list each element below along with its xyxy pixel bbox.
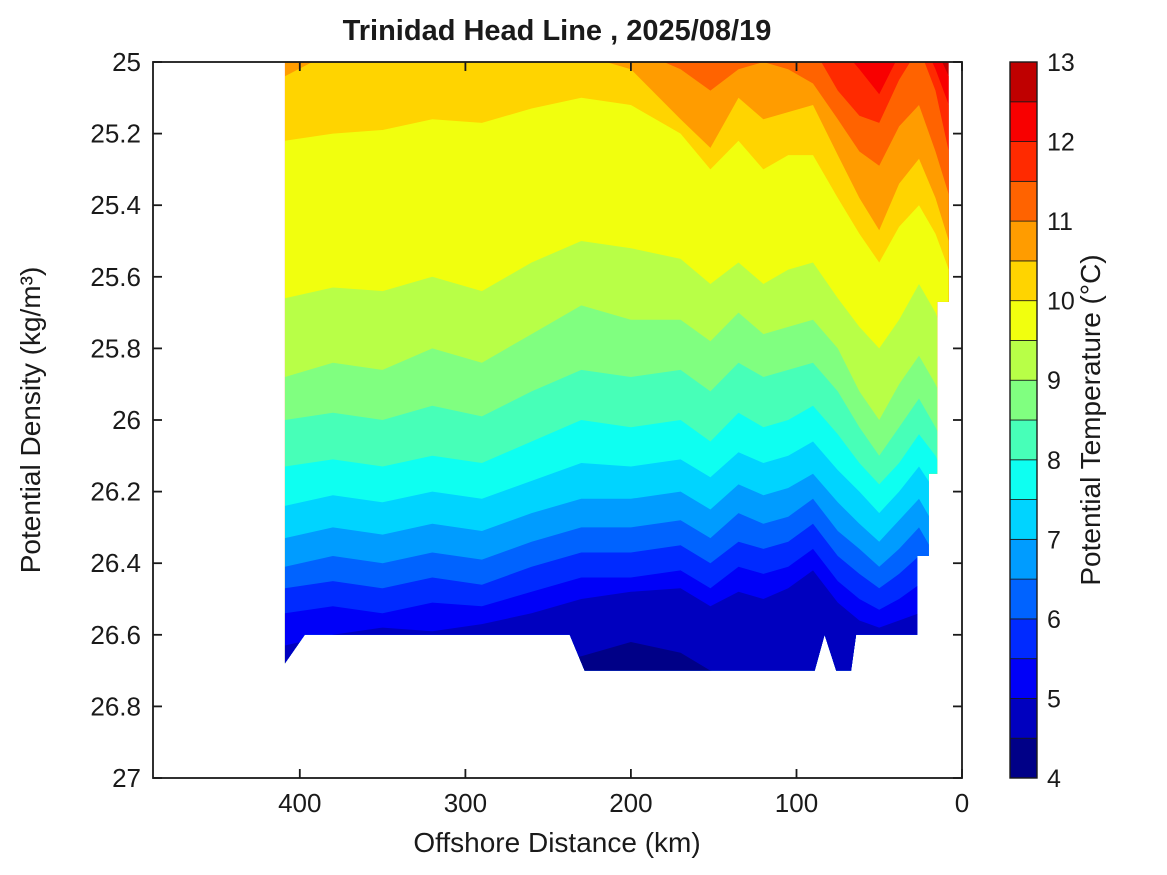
contour-bands [284,62,949,671]
x-axis-label: Offshore Distance (km) [413,827,700,858]
y-tick-label: 25.2 [90,119,141,149]
colorbar-tick-label: 10 [1047,288,1075,316]
colorbar-tick-label: 11 [1047,208,1073,236]
colorbar-segment [1009,141,1038,182]
axis-ticks [153,61,963,779]
x-tick-label: 200 [609,788,652,818]
colorbar-segment [1009,379,1038,421]
colorbar-segment [1009,499,1038,540]
colorbar: 4 5 6 7 8 9 10 11 12 13 [1009,49,1075,793]
y-tick-label: 26.6 [90,620,141,650]
colorbar-tick-label: 7 [1047,526,1061,554]
colorbar-segment [1009,340,1038,381]
colorbar-segment [1009,300,1038,341]
colorbar-segment [1009,538,1038,580]
y-tick-label: 27 [112,763,141,793]
colorbar-tick-label: 4 [1047,765,1061,793]
plot-title: Trinidad Head Line , 2025/08/19 [343,15,772,47]
x-tick-label: 400 [278,788,321,818]
axis-tick-labels: 400 300 200 100 0 25 25.2 25.4 25.6 25.8 26 26.2 26.… [90,47,969,818]
colorbar-segment [1009,220,1038,262]
colorbar-tick-label: 8 [1047,447,1061,475]
x-tick-label: 0 [955,788,969,818]
colorbar-label: Potential Temperature (°C) [1075,254,1106,585]
colorbar-tick-label: 5 [1047,685,1061,713]
colorbar-segment [1009,658,1038,699]
y-tick-label: 25.6 [90,262,141,292]
x-tick-label: 100 [775,788,818,818]
colorbar-segment [1009,737,1038,779]
colorbar-segment [1009,419,1038,461]
colorbar-tick-label: 6 [1047,606,1061,634]
y-tick-label: 26.2 [90,477,141,507]
colorbar-segment [1009,180,1038,222]
colorbar-segment [1009,578,1038,620]
band-below-4.5C [284,642,949,671]
colorbar-segment [1009,459,1038,500]
colorbar-segment [1009,260,1038,302]
colorbar-outline [1009,61,1038,779]
y-tick-label: 26.4 [90,548,141,578]
y-axis-label: Potential Density (kg/m³) [15,267,46,574]
colorbar-segment [1009,698,1038,739]
colorbar-tick-label: 9 [1047,367,1061,395]
y-tick-label: 26.8 [90,691,141,721]
colorbar-tick-label: 13 [1047,49,1075,77]
x-tick-label: 300 [444,788,487,818]
colorbar-segment [1009,618,1038,660]
colorbar-tick-label: 12 [1047,129,1075,157]
y-tick-label: 25.4 [90,190,141,220]
colorbar-segment [1009,61,1038,103]
y-tick-label: 25 [112,47,141,77]
y-tick-label: 26 [112,405,141,435]
colorbar-segment [1009,101,1038,142]
y-tick-label: 25.8 [90,333,141,363]
